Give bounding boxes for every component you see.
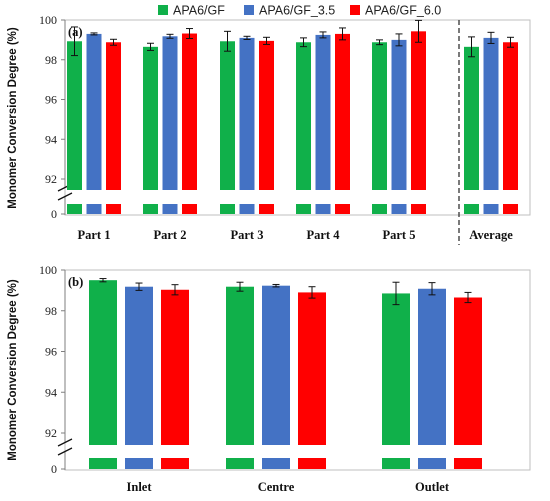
bar-inlet-series-1: [89, 280, 117, 445]
bar-part-3-series-3: [259, 40, 274, 191]
y-tick-label: 92: [45, 426, 57, 440]
bar-stub-part-2-series-1: [143, 204, 158, 214]
bar-outlet-series-2: [418, 288, 446, 445]
bar-centre-series-2: [262, 285, 290, 445]
bar-part-4-series-2: [315, 34, 331, 190]
legend-label-1: APA6/GF: [173, 4, 225, 18]
bar-stub-part-4-series-2: [315, 204, 331, 214]
bar-stub-part-4-series-1: [296, 204, 311, 214]
bar-stub-part-3-series-1: [220, 204, 235, 214]
bar-stub-outlet-series-3: [454, 458, 482, 469]
panel-label: (a): [68, 25, 83, 39]
bar-stub-average-series-3: [503, 204, 518, 214]
bar-outlet-series-1: [382, 293, 410, 445]
bar-inlet-series-3: [161, 289, 189, 445]
legend: APA6/GF APA6/GF_3.5 APA6/GF_6.0: [158, 4, 441, 18]
axis-break-mark: [57, 438, 73, 447]
bar-part-5-series-3: [411, 31, 426, 190]
y-tick-label: 98: [45, 53, 57, 67]
bar-stub-centre-series-2: [262, 458, 290, 469]
y-tick-label: 98: [45, 304, 57, 318]
bar-stub-outlet-series-2: [418, 458, 446, 469]
bar-part-2-series-2: [162, 36, 178, 190]
bar-part-1-series-2: [86, 33, 102, 190]
bar-stub-part-4-series-3: [335, 204, 350, 214]
legend-swatch-2: [244, 5, 254, 15]
bar-stub-centre-series-3: [298, 458, 326, 469]
y-tick-label: 100: [39, 263, 57, 277]
bar-inlet-series-2: [125, 286, 153, 445]
chart-panel-a: 92 94 96 98 100 0 Monomer Conversion Degree (%…: [7, 13, 531, 245]
bar-part-1-series-3: [106, 42, 121, 191]
bar-part-4-series-1: [296, 42, 311, 191]
legend-label-3: APA6/GF_6.0: [365, 4, 441, 18]
legend-swatch-3: [350, 5, 360, 15]
panel-label: (b): [68, 275, 83, 289]
chart-panel-b: 92 94 96 98 100 0 Monomer Conversion Degree (%…: [7, 263, 531, 494]
legend-swatch-1: [158, 5, 168, 15]
bar-centre-series-3: [298, 292, 326, 445]
axis-break-mark: [57, 447, 73, 456]
y-tick-label: 96: [45, 93, 57, 107]
bar-stub-inlet-series-2: [125, 458, 153, 469]
y-tick-label-zero: 0: [51, 207, 57, 221]
y-tick-label: 96: [45, 345, 57, 359]
bar-stub-part-3-series-2: [239, 204, 255, 214]
bar-part-5-series-1: [372, 42, 387, 191]
bar-stub-part-1-series-2: [86, 204, 102, 214]
category-label: Inlet: [127, 480, 153, 494]
category-label: Part 1: [78, 228, 111, 242]
bar-stub-part-1-series-1: [67, 204, 82, 214]
bar-part-5-series-2: [391, 39, 407, 190]
bar-stub-centre-series-1: [226, 458, 254, 469]
y-tick-label: 94: [45, 132, 57, 146]
bar-part-3-series-2: [239, 37, 255, 191]
bar-stub-part-5-series-3: [411, 204, 426, 214]
legend-label-2: APA6/GF_3.5: [259, 4, 335, 18]
y-axis-label: Monomer Conversion Degree (%): [7, 279, 19, 461]
category-label: Part 2: [154, 228, 187, 242]
category-label: Average: [469, 228, 513, 242]
bar-outlet-series-3: [454, 297, 482, 445]
bar-stub-inlet-series-3: [161, 458, 189, 469]
bar-stub-average-series-1: [464, 204, 479, 214]
bar-stub-outlet-series-1: [382, 458, 410, 469]
category-label: Outlet: [415, 480, 450, 494]
category-label: Part 3: [231, 228, 264, 242]
axis-break-mark: [57, 192, 73, 201]
bar-stub-part-2-series-2: [162, 204, 178, 214]
bar-stub-part-2-series-3: [182, 204, 197, 214]
bar-part-4-series-3: [335, 33, 350, 190]
category-label: Part 5: [383, 228, 416, 242]
bar-stub-part-5-series-2: [391, 204, 407, 214]
bar-stub-part-3-series-3: [259, 204, 274, 214]
bar-stub-inlet-series-1: [89, 458, 117, 469]
bar-average-series-3: [503, 42, 518, 191]
category-label: Part 4: [307, 228, 341, 242]
bar-part-1-series-1: [67, 41, 82, 190]
bar-part-3-series-1: [220, 41, 235, 190]
bar-centre-series-1: [226, 286, 254, 445]
bar-part-2-series-3: [182, 33, 197, 190]
bar-stub-part-5-series-1: [372, 204, 387, 214]
bar-stub-average-series-2: [483, 204, 499, 214]
bar-part-2-series-1: [143, 46, 158, 190]
bar-stub-part-1-series-3: [106, 204, 121, 214]
y-axis-label: Monomer Conversion Degree (%): [7, 27, 19, 209]
y-tick-label: 92: [45, 172, 57, 186]
y-tick-label-zero: 0: [51, 462, 57, 476]
y-tick-label: 94: [45, 385, 57, 399]
category-label: Centre: [258, 480, 295, 494]
bar-average-series-2: [483, 37, 499, 191]
y-tick-label: 100: [39, 13, 57, 27]
bar-average-series-1: [464, 46, 479, 190]
